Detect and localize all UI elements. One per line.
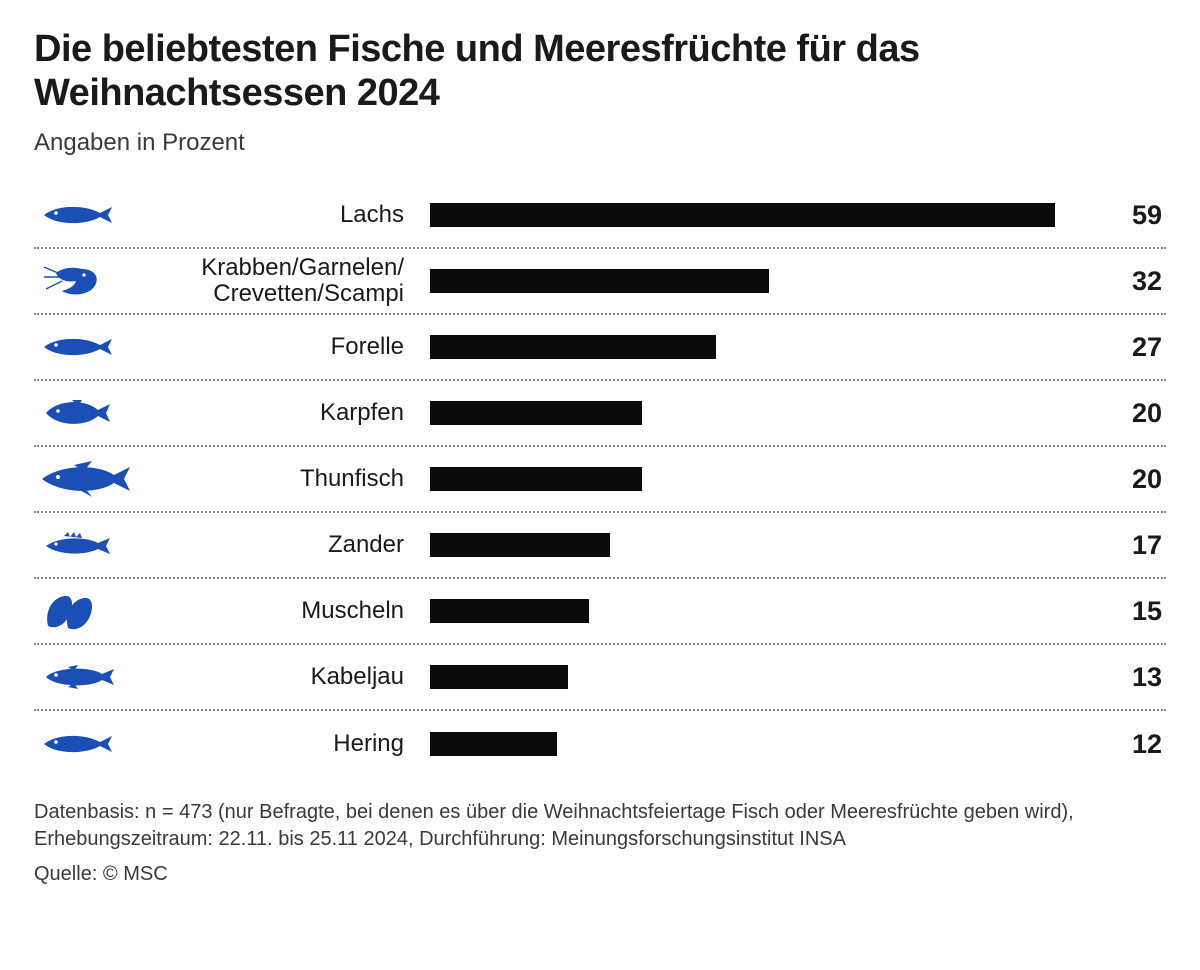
chart-row: Karpfen 20 bbox=[34, 381, 1166, 447]
bar bbox=[430, 401, 642, 425]
bar-track bbox=[430, 579, 1088, 643]
bar-track bbox=[430, 447, 1088, 511]
row-label: Krabben/Garnelen/ Crevetten/Scampi bbox=[152, 255, 422, 308]
row-value: 20 bbox=[1096, 398, 1166, 429]
chart-row: Lachs 59 bbox=[34, 183, 1166, 249]
row-value: 27 bbox=[1096, 332, 1166, 363]
fish-slim-icon bbox=[34, 730, 144, 758]
row-value: 32 bbox=[1096, 266, 1166, 297]
bar-track bbox=[430, 381, 1088, 445]
bar bbox=[430, 269, 769, 293]
row-label: Karpfen bbox=[152, 400, 422, 426]
row-value: 17 bbox=[1096, 530, 1166, 561]
chart-row: Forelle 27 bbox=[34, 315, 1166, 381]
bar-track bbox=[430, 645, 1088, 709]
fish-slim-icon bbox=[34, 333, 144, 361]
source-line: Quelle: © MSC bbox=[34, 863, 1166, 886]
chart-row: Kabeljau 13 bbox=[34, 645, 1166, 711]
row-label: Zander bbox=[152, 532, 422, 558]
bar-track bbox=[430, 711, 1088, 777]
bar bbox=[430, 732, 557, 756]
bar-track bbox=[430, 513, 1088, 577]
bar bbox=[430, 335, 716, 359]
fish-round-icon bbox=[34, 396, 144, 430]
bar bbox=[430, 665, 568, 689]
bar bbox=[430, 533, 610, 557]
chart-title: Die beliebtesten Fische und Meeresfrücht… bbox=[34, 28, 1166, 115]
chart-row: Thunfisch 20 bbox=[34, 447, 1166, 513]
row-value: 20 bbox=[1096, 464, 1166, 495]
chart-row: Muscheln 15 bbox=[34, 579, 1166, 645]
chart-row: Zander 17 bbox=[34, 513, 1166, 579]
row-label: Hering bbox=[152, 731, 422, 757]
row-label: Forelle bbox=[152, 334, 422, 360]
row-label: Thunfisch bbox=[152, 466, 422, 492]
chart-row: Krabben/Garnelen/ Crevetten/Scampi 32 bbox=[34, 249, 1166, 315]
fish-spiny-icon bbox=[34, 530, 144, 560]
tuna-icon bbox=[34, 459, 144, 499]
footer-note: Datenbasis: n = 473 (nur Befragte, bei d… bbox=[34, 799, 1166, 853]
mussel-icon bbox=[34, 590, 144, 632]
chart-subtitle: Angaben in Prozent bbox=[34, 129, 1166, 157]
bar bbox=[430, 467, 642, 491]
row-value: 12 bbox=[1096, 729, 1166, 760]
row-value: 59 bbox=[1096, 200, 1166, 231]
row-label: Lachs bbox=[152, 202, 422, 228]
bar-chart: Lachs 59 Krabben/Garnelen/ Crevetten/Scamp… bbox=[34, 183, 1166, 777]
bar-track bbox=[430, 315, 1088, 379]
fish-chunky-icon bbox=[34, 662, 144, 692]
fish-slim-icon bbox=[34, 201, 144, 229]
bar bbox=[430, 203, 1055, 227]
bar bbox=[430, 599, 589, 623]
bar-track bbox=[430, 249, 1088, 313]
row-label: Kabeljau bbox=[152, 664, 422, 690]
shrimp-icon bbox=[34, 261, 144, 301]
row-label: Muscheln bbox=[152, 598, 422, 624]
row-value: 15 bbox=[1096, 596, 1166, 627]
row-value: 13 bbox=[1096, 662, 1166, 693]
chart-row: Hering 12 bbox=[34, 711, 1166, 777]
bar-track bbox=[430, 183, 1088, 247]
